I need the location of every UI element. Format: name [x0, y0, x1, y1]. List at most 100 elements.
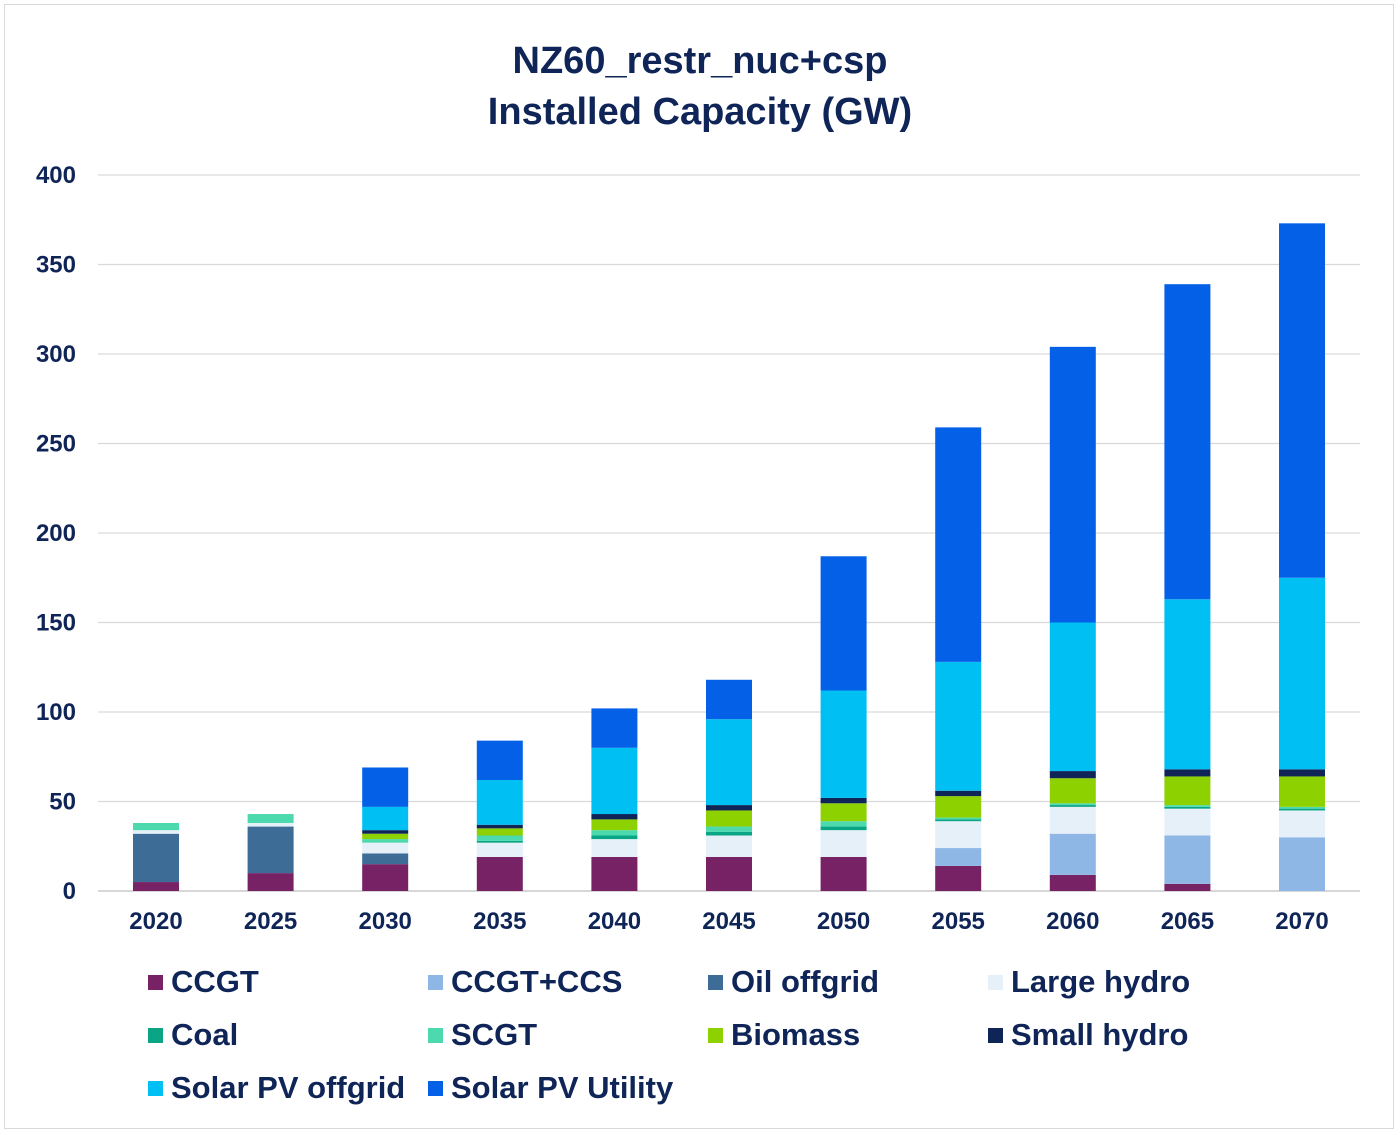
bar-segment-scgt	[362, 839, 409, 843]
bar-segment-coal	[591, 835, 638, 840]
x-axis-ticks: 2020 2025 2030 2035 2040 2045 2050 2055 2060 2065…	[129, 908, 1328, 935]
bar-segment-coal	[1164, 806, 1211, 809]
x-tick-label: 2020	[129, 908, 182, 935]
bar-segment-oil-offgrid	[133, 833, 179, 883]
bar-segment-solar-pv-offgrid	[1049, 622, 1096, 772]
y-tick-label: 300	[36, 341, 76, 368]
y-axis-ticks: 0 50 100 150 200 250 300 350 400	[36, 162, 76, 905]
bar-segment-solar-pv-offgrid	[591, 747, 638, 815]
bar-segment-large-hydro	[935, 821, 982, 849]
bar-segment-solar-pv-offgrid	[1279, 577, 1325, 770]
bar-segment-small-hydro	[362, 830, 409, 834]
bar-segment-ccgt-ccs	[1164, 835, 1211, 884]
x-tick-label: 2040	[588, 908, 641, 935]
bar-segment-small-hydro	[820, 797, 867, 804]
y-tick-label: 350	[36, 252, 76, 279]
bar-segment-large-hydro	[476, 842, 523, 857]
bar-segment-ccgt	[247, 873, 294, 891]
bar-segment-scgt	[1049, 803, 1096, 806]
bar-segment-ccgt-ccs	[935, 848, 982, 866]
bar-segment-solar-pv-utility	[362, 767, 409, 807]
bar-segment-small-hydro	[1164, 769, 1211, 777]
bar-segment-solar-pv-utility	[591, 708, 638, 748]
bar-segment-biomass	[820, 803, 867, 822]
bar-segment-small-hydro	[1279, 769, 1325, 777]
bar-segment-large-hydro	[706, 835, 752, 857]
bar-segment-coal	[476, 840, 523, 843]
chart-frame	[4, 4, 1394, 1129]
bar-segment-large-hydro	[247, 822, 294, 827]
x-tick-label: 2070	[1275, 908, 1328, 935]
bar-segment-large-hydro	[1164, 808, 1211, 836]
x-tick-label: 2035	[473, 908, 526, 935]
y-tick-label: 50	[49, 789, 76, 816]
bar-segment-scgt	[591, 830, 638, 836]
chart-title: NZ60_restr_nuc+csp	[512, 40, 888, 82]
bar-segment-coal	[935, 819, 982, 822]
bar-segment-solar-pv-offgrid	[706, 719, 752, 806]
bar-segment-solar-pv-utility	[476, 740, 523, 781]
bar-segment-ccgt-ccs	[1279, 837, 1325, 891]
bar-segment-biomass	[935, 796, 982, 818]
bar-segment-ccgt	[362, 864, 409, 891]
bar-segment-solar-pv-offgrid	[935, 661, 982, 791]
bar-segment-scgt	[935, 817, 982, 820]
bar-segment-solar-pv-utility	[1049, 346, 1096, 623]
bar-segment-scgt	[476, 835, 523, 841]
bar-segment-scgt	[1164, 805, 1211, 807]
bar-segment-small-hydro	[476, 824, 523, 829]
bar-segment-ccgt	[591, 856, 638, 891]
bar-segment-solar-pv-offgrid	[1164, 599, 1211, 770]
bar-segment-oil-offgrid	[247, 826, 294, 874]
bar-segment-ccgt	[1049, 874, 1096, 891]
x-tick-label: 2055	[932, 908, 985, 935]
bar-segment-ccgt	[820, 856, 867, 891]
x-tick-label: 2060	[1046, 908, 1099, 935]
bar-segment-biomass	[362, 833, 409, 840]
bar-segment-small-hydro	[706, 805, 752, 811]
y-tick-label: 100	[36, 699, 76, 726]
bar-segment-large-hydro	[362, 842, 409, 854]
bar-segment-small-hydro	[1049, 771, 1096, 779]
bar-segment-solar-pv-offgrid	[362, 806, 409, 831]
bar-segment-biomass	[591, 819, 638, 831]
bar-segment-coal	[1279, 808, 1325, 811]
bar-segment-ccgt	[476, 856, 523, 891]
x-tick-label: 2065	[1161, 908, 1214, 935]
bar-segment-scgt	[820, 821, 867, 827]
bar-segment-solar-pv-utility	[935, 427, 982, 662]
bar-segment-coal	[820, 826, 867, 831]
bar-segment-biomass	[1049, 778, 1096, 804]
bar-segment-large-hydro	[820, 830, 867, 857]
bar-segment-ccgt	[1164, 883, 1211, 891]
bar-segment-scgt	[133, 822, 179, 831]
bar-segment-biomass	[706, 810, 752, 827]
bar-segment-biomass	[1279, 776, 1325, 807]
bar-segment-solar-pv-utility	[1279, 223, 1325, 578]
bar-segment-small-hydro	[591, 814, 638, 820]
bar-segment-solar-pv-utility	[706, 679, 752, 720]
bar-segment-large-hydro	[1049, 806, 1096, 834]
bar-segment-solar-pv-offgrid	[820, 690, 867, 798]
bar-segment-coal	[706, 831, 752, 836]
bar-segment-large-hydro	[133, 830, 179, 834]
bar-segment-ccgt-ccs	[1049, 833, 1096, 875]
bar-segment-ccgt	[133, 882, 179, 891]
bar-segment-oil-offgrid	[362, 853, 409, 865]
bar-segment-solar-pv-utility	[1164, 284, 1211, 600]
bar-segment-scgt	[247, 814, 294, 823]
y-tick-label: 150	[36, 610, 76, 637]
y-tick-label: 200	[36, 520, 76, 547]
bar-segment-coal	[1049, 805, 1096, 807]
y-tick-label: 0	[63, 878, 76, 905]
bar-segment-ccgt	[935, 865, 982, 891]
bar-segment-scgt	[706, 826, 752, 832]
bar-segment-solar-pv-utility	[820, 556, 867, 691]
chart-title-block: NZ60_restr_nuc+csp Installed Capacity (G…	[0, 36, 1400, 138]
y-tick-label: 400	[36, 162, 76, 189]
chart-subtitle: Installed Capacity (GW)	[487, 91, 913, 133]
bar-segment-biomass	[476, 828, 523, 836]
bar-segment-biomass	[1164, 776, 1211, 806]
y-tick-label: 250	[36, 431, 76, 458]
